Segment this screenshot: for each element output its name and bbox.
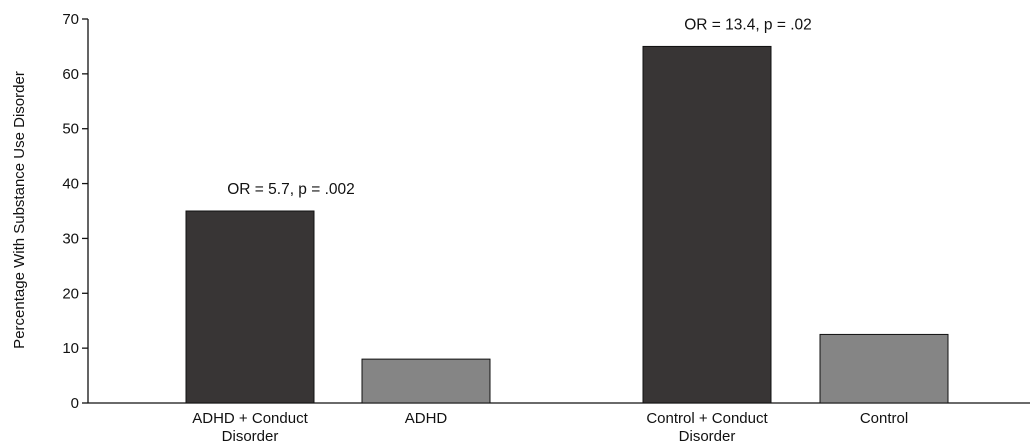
y-tick-label: 70 <box>62 11 79 28</box>
bar <box>819 333 949 404</box>
y-tick-label: 40 <box>62 176 79 193</box>
category-label: Control <box>860 410 908 427</box>
category-label: ADHD <box>405 410 448 427</box>
y-tick-label: 60 <box>62 66 79 83</box>
y-tick-label: 30 <box>62 230 79 247</box>
y-axis-label: Percentage With Substance Use Disorder <box>11 71 28 349</box>
category-label: ADHD + Conduct <box>192 410 308 427</box>
bar <box>642 45 772 404</box>
y-tick-label: 20 <box>62 285 79 302</box>
annotations: OR = 5.7, p = .002 OR = 13.4, p = .02 <box>227 16 812 198</box>
category-label: Control + Conduct <box>646 410 768 427</box>
annotation-label: OR = 5.7, p = .002 <box>227 181 355 198</box>
y-ticks: 0 10 20 30 40 50 60 70 <box>62 11 88 412</box>
bars <box>185 45 949 404</box>
y-tick-label: 50 <box>62 121 79 138</box>
bar <box>185 210 315 404</box>
y-tick-label: 0 <box>71 395 79 412</box>
bar <box>361 358 491 404</box>
category-label: Disorder <box>222 428 279 445</box>
annotation-label: OR = 13.4, p = .02 <box>684 16 812 33</box>
y-tick-label: 10 <box>62 340 79 357</box>
category-label: Disorder <box>679 428 736 445</box>
